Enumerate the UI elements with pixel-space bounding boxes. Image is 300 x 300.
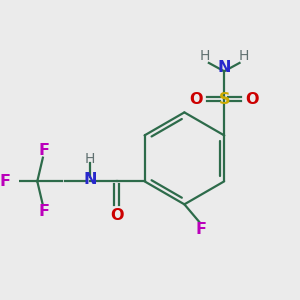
Text: O: O — [245, 92, 259, 106]
Text: H: H — [85, 152, 95, 166]
Text: F: F — [39, 205, 50, 220]
Text: F: F — [39, 143, 50, 158]
Text: N: N — [218, 60, 231, 75]
Text: S: S — [218, 92, 230, 106]
Text: H: H — [238, 49, 249, 63]
Text: F: F — [0, 174, 11, 189]
Text: N: N — [83, 172, 97, 188]
Text: F: F — [196, 222, 207, 237]
Text: O: O — [110, 208, 123, 223]
Text: O: O — [190, 92, 203, 106]
Text: H: H — [200, 49, 210, 63]
